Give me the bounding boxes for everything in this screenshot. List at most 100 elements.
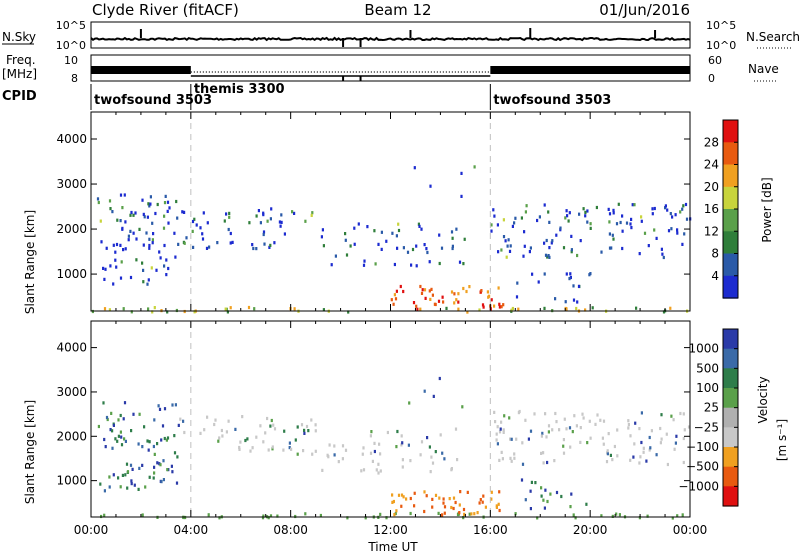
data-cell (346, 253, 348, 256)
data-cell (683, 437, 685, 440)
data-cell (232, 241, 234, 244)
data-cell (206, 247, 208, 250)
data-cell (147, 216, 149, 219)
data-cell (511, 460, 513, 463)
data-cell (638, 461, 640, 464)
data-cell (366, 225, 368, 228)
data-cell (135, 237, 137, 240)
data-cell (570, 493, 572, 496)
data-cell (335, 255, 337, 258)
data-cell (630, 226, 632, 229)
data-cell (431, 498, 433, 501)
data-cell (675, 442, 677, 445)
power-ylabel: Slant Range [km] (23, 210, 37, 314)
data-cell (514, 217, 516, 220)
data-cell (121, 206, 123, 209)
data-cell (435, 494, 437, 497)
data-cell (589, 272, 591, 275)
data-cell (192, 246, 194, 249)
data-cell (621, 247, 623, 250)
cpid-row: twofsound 3503themis 3300twofsound 3503 (91, 82, 611, 110)
data-cell (301, 423, 303, 426)
data-cell (396, 430, 398, 433)
data-cell (360, 469, 362, 472)
data-cell (581, 413, 583, 416)
data-cell (543, 242, 545, 245)
data-cell (629, 222, 631, 225)
data-cell (241, 415, 243, 418)
colorbar-tick-label: 16 (704, 202, 719, 216)
data-cell (493, 411, 495, 414)
data-cell (612, 209, 614, 212)
data-cell (445, 307, 447, 310)
data-cell (675, 435, 677, 438)
data-cell (151, 222, 153, 225)
data-cell (379, 513, 381, 516)
data-cell (214, 419, 216, 422)
data-cell (548, 256, 550, 259)
data-cell (103, 514, 105, 517)
data-cell (132, 468, 134, 471)
data-cell (494, 420, 496, 423)
data-cell (148, 449, 150, 452)
data-cell (452, 245, 454, 248)
colorbar-swatch (723, 165, 738, 188)
data-cell (569, 446, 571, 449)
data-cell (455, 298, 457, 301)
data-cell (640, 215, 642, 218)
data-cell (457, 308, 459, 311)
data-cell (496, 433, 498, 436)
power-colorbar-label: Power [dB] (760, 177, 774, 242)
data-cell (479, 501, 481, 504)
data-cell (123, 307, 125, 310)
data-cell (163, 227, 165, 230)
data-cell (612, 238, 614, 241)
data-cell (141, 199, 143, 202)
data-cell (162, 459, 164, 462)
data-cell (644, 232, 646, 235)
data-cell (423, 490, 425, 493)
data-cell (146, 439, 148, 442)
data-cell (295, 438, 297, 441)
data-cell (401, 434, 403, 437)
data-cell (627, 426, 629, 429)
data-cell (199, 226, 201, 229)
data-cell (530, 246, 532, 249)
data-cell (391, 493, 393, 496)
data-cell (120, 277, 122, 280)
data-cell (485, 506, 487, 509)
data-cell (130, 464, 132, 467)
data-cell (99, 483, 101, 486)
data-cell (304, 512, 306, 515)
data-cell (98, 201, 100, 204)
data-cell (482, 495, 484, 498)
nsky-panel (91, 22, 690, 48)
data-cell (374, 450, 376, 453)
data-cell (497, 425, 499, 428)
data-cell (538, 280, 540, 283)
data-cell (160, 480, 162, 483)
colorbar-tick-label: 4 (711, 269, 719, 283)
data-cell (443, 497, 445, 500)
data-cell (139, 413, 141, 416)
data-cell (163, 264, 165, 267)
data-cell (271, 419, 273, 422)
data-cell (659, 427, 661, 430)
data-cell (513, 457, 515, 460)
colorbar-swatch (723, 142, 738, 165)
data-cell (524, 419, 526, 422)
data-cell (129, 214, 131, 217)
data-cell (565, 427, 567, 430)
data-cell (100, 240, 102, 243)
data-cell (424, 243, 426, 246)
data-cell (315, 423, 317, 426)
data-cell (167, 222, 169, 225)
data-cell (501, 305, 503, 308)
data-cell (570, 235, 572, 238)
data-cell (545, 254, 547, 257)
data-cell (234, 428, 236, 431)
data-cell (120, 431, 122, 434)
data-cell (559, 227, 561, 230)
data-cell (459, 261, 461, 264)
data-cell (149, 440, 151, 443)
